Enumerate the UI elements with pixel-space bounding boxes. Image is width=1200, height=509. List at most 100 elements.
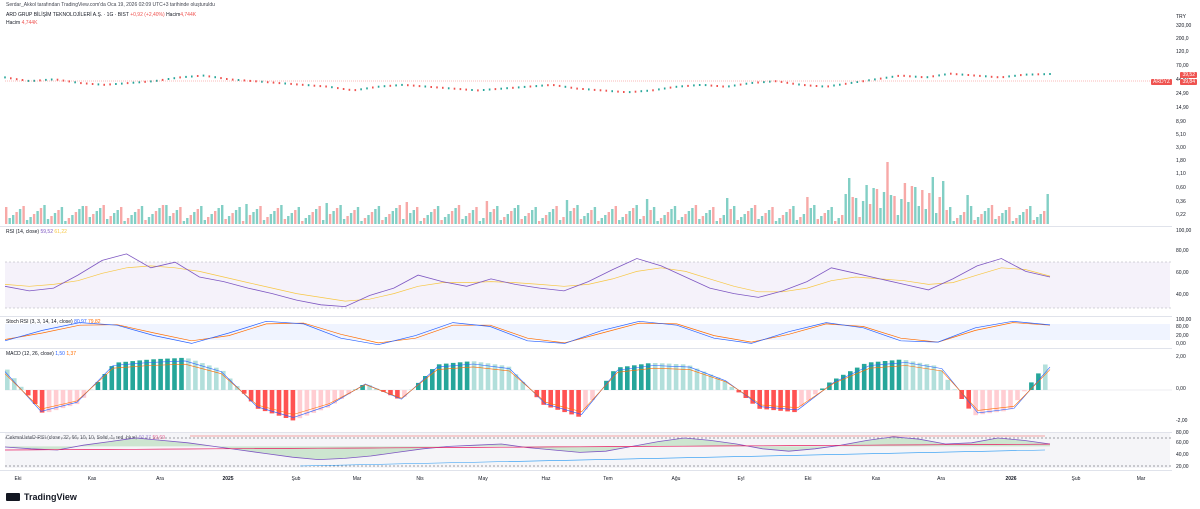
price-candle [132, 81, 135, 84]
tradingview-logo-icon [6, 493, 20, 501]
volume-bar [607, 212, 610, 224]
volume-bar [18, 209, 22, 224]
volume-bar [57, 210, 60, 224]
macd-axis[interactable]: 2,00 0,00 -2,00 [1172, 348, 1200, 432]
stoch-axis[interactable]: 100,00 80,00 20,00 0,00 [1172, 316, 1200, 348]
symbol-title: ARD GRUP BİLİŞİM TEKNOLOJİLERİ A.Ş. · 1G… [6, 12, 196, 18]
rsi-band [5, 262, 1170, 308]
volume-bar [628, 211, 631, 224]
volume-bar [997, 216, 1001, 224]
volume-bar [740, 217, 743, 224]
price-candle [663, 87, 666, 90]
pane-separator[interactable] [0, 432, 1172, 433]
price-tick: 1,10 [1176, 171, 1186, 177]
volume-bar [579, 219, 583, 224]
macd-hist-bar [123, 361, 128, 390]
price-candle [372, 86, 374, 89]
macd-hist-bar [666, 363, 672, 390]
cmrsi-axis[interactable]: 80,00 60,00 40,00 20,00 [1172, 430, 1200, 470]
volume-bar [290, 213, 293, 224]
price-tick: 0,36 [1176, 199, 1186, 205]
price-candle [634, 90, 637, 93]
macd-hist-bar [499, 365, 505, 390]
macd-signal-value: 1,37 [66, 351, 77, 357]
pane-separator[interactable] [0, 226, 1172, 227]
volume-bar [342, 219, 346, 224]
time-tick: Haz [541, 476, 551, 482]
macd-hist-bar [757, 390, 762, 409]
price-candle [179, 76, 181, 79]
macd-hist-bar [973, 390, 978, 416]
macd-hist-bar [861, 363, 867, 390]
macd-hist-bar [39, 390, 45, 413]
volume-bar [53, 213, 57, 224]
macd-hist-bar [248, 390, 254, 402]
macd-hist-bar [207, 365, 212, 390]
macd-legend[interactable]: MACD (12, 26, close) 1,50 1,37 [6, 351, 76, 357]
price-candle [593, 88, 596, 91]
volume-bar [113, 213, 116, 224]
price-candle [856, 81, 859, 83]
macd-hist-bar [910, 361, 916, 390]
volume-bar [182, 221, 186, 224]
macd-hist-bar [875, 361, 881, 390]
volume-bar [938, 197, 941, 224]
macd-hist-bar [652, 363, 658, 390]
price-candle [231, 78, 234, 81]
symbol-name[interactable]: ARD GRUP BİLİŞİM TEKNOLOJİLERİ A.Ş. · 1G… [6, 12, 129, 18]
price-candle [804, 84, 806, 87]
volume-bar [809, 208, 812, 224]
macd-hist-bar [151, 359, 156, 390]
volume-bar [165, 205, 168, 224]
volume-bar [158, 208, 161, 224]
volume-bar [426, 215, 429, 224]
ticker-tag: ARDYZ [1151, 79, 1172, 85]
macd-hist-bar [931, 365, 937, 390]
volume-bar [210, 214, 213, 224]
stoch-legend[interactable]: Stoch RSI (3, 3, 14, 14, close) 80,97 79… [6, 319, 101, 325]
pane-separator[interactable] [0, 316, 1172, 317]
volume-bar [482, 218, 485, 224]
price-candle [121, 82, 123, 85]
price-candle [938, 74, 940, 77]
volume-bar [764, 213, 767, 224]
price-candle [115, 83, 117, 85]
macd-hist-bar [987, 390, 992, 414]
price-candle [535, 85, 538, 88]
price-candle [471, 89, 473, 91]
volume-bar [781, 215, 785, 224]
volume-bar [384, 217, 388, 224]
chart-canvas[interactable] [0, 0, 1172, 470]
volume-bar [1018, 215, 1021, 224]
price-candle [844, 82, 847, 85]
pane-separator[interactable] [0, 348, 1172, 349]
stoch-d-value: 79,82 [88, 319, 101, 325]
tradingview-logo[interactable]: TradingView [6, 492, 77, 502]
price-candle [290, 82, 292, 85]
volume-bar [976, 217, 980, 224]
price-candle [45, 78, 47, 81]
macd-hist-bar [952, 389, 958, 390]
rsi-legend[interactable]: RSI (14, close) 59,52 61,22 [6, 229, 67, 235]
price-axis[interactable]: TRY 320,00 200,0 120,0 70,00 44,50 24,90… [1172, 0, 1200, 228]
volume-bar [1001, 213, 1004, 224]
volume-bar [172, 213, 175, 224]
macd-hist-bar [569, 390, 574, 415]
volume-bar [1039, 214, 1042, 224]
volume-bar [569, 211, 572, 224]
macd-hist-bar [255, 390, 261, 409]
price-candle [161, 78, 164, 81]
price-tick: 5,10 [1176, 132, 1186, 138]
macd-hist-bar [318, 390, 324, 411]
macd-hist-bar [917, 362, 923, 390]
hacim-label: Hacim [6, 20, 21, 26]
time-tick: Kas [871, 476, 881, 482]
rsi-tick: 60,00 [1176, 270, 1189, 276]
time-tick: Ara [156, 476, 164, 482]
volume-bar [760, 216, 764, 224]
price-candle [167, 78, 170, 80]
macd-hist-bar [25, 390, 31, 396]
rsi-tick: 40,00 [1176, 292, 1189, 298]
volume-bar [576, 205, 579, 224]
rsi-axis[interactable]: 100,00 80,00 60,00 40,00 [1172, 226, 1200, 316]
